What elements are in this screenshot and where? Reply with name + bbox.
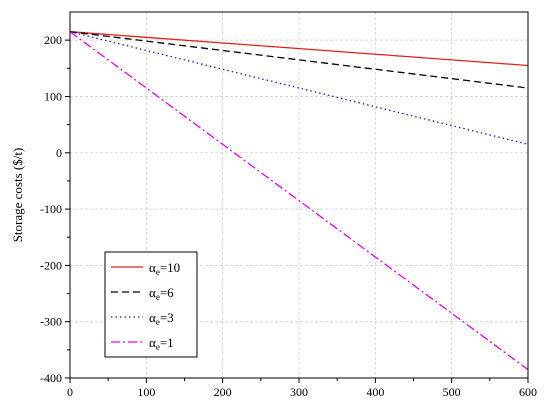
legend-label-2: αe=6 (149, 285, 174, 302)
x-tick-label: 400 (366, 385, 384, 399)
legend-label-suffix: =1 (160, 335, 174, 350)
series-lines (69, 31, 529, 371)
y-tick-label: -300 (40, 315, 62, 329)
legend-label-suffix: =10 (160, 260, 180, 275)
legend-label-base: α (149, 285, 156, 300)
x-tick-label: 600 (519, 385, 537, 399)
legend-label-base: α (149, 335, 156, 350)
y-tick-labels: -400 -300 -200 -100 0 100 200 (40, 33, 62, 385)
series-line-1 (69, 31, 529, 67)
x-tick-label: 0 (67, 385, 73, 399)
legend-label-4: αe=1 (149, 335, 174, 352)
y-tick-label: -200 (40, 258, 62, 272)
legend-label-subscript: e (156, 342, 160, 352)
y-tick-label: -100 (40, 202, 62, 216)
legend-label-1: αe=10 (149, 260, 180, 277)
legend-label-suffix: =3 (160, 310, 174, 325)
y-axis-title: Storage costs ($/t) (10, 148, 25, 243)
x-tick-label: 300 (290, 385, 308, 399)
legend-label-base: α (149, 310, 156, 325)
legend-label-suffix: =6 (160, 285, 174, 300)
x-tick-label: 100 (137, 385, 155, 399)
legend-label-subscript: e (156, 292, 160, 302)
y-tick-label: 100 (44, 89, 62, 103)
legend-label-base: α (149, 260, 156, 275)
y-tick-label: -400 (40, 371, 62, 385)
y-tick-label: 200 (44, 33, 62, 47)
x-tick-labels: 0 100 200 300 400 500 600 (67, 385, 537, 399)
x-tick-label: 200 (214, 385, 232, 399)
x-tick-label: 500 (443, 385, 461, 399)
series-line-4 (69, 31, 529, 371)
y-tick-label: 0 (56, 146, 62, 160)
legend-label-subscript: e (156, 267, 160, 277)
legend-label-subscript: e (156, 317, 160, 327)
axis-ticks (65, 39, 529, 383)
legend-label-3: αe=3 (149, 310, 174, 327)
legend-box (104, 251, 198, 358)
